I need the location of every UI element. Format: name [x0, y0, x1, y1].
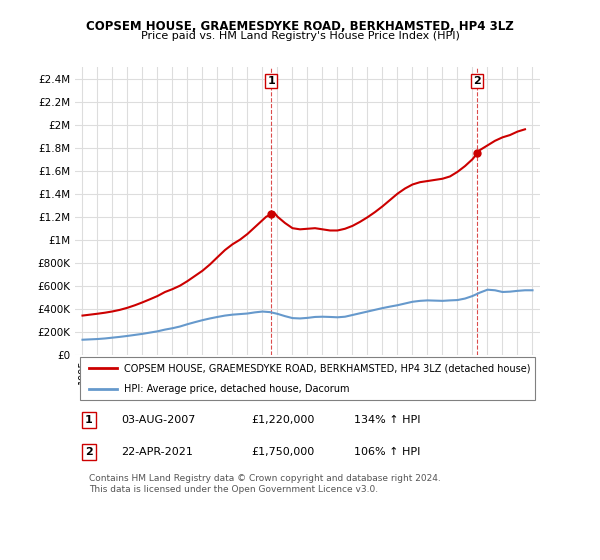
Text: Price paid vs. HM Land Registry's House Price Index (HPI): Price paid vs. HM Land Registry's House …	[140, 31, 460, 41]
Text: £1,750,000: £1,750,000	[252, 447, 315, 457]
Text: £1,220,000: £1,220,000	[252, 415, 315, 425]
Text: 22-APR-2021: 22-APR-2021	[121, 447, 193, 457]
Text: 1: 1	[268, 76, 275, 86]
Text: 2: 2	[473, 76, 481, 86]
Text: 134% ↑ HPI: 134% ↑ HPI	[354, 415, 421, 425]
Text: COPSEM HOUSE, GRAEMESDYKE ROAD, BERKHAMSTED, HP4 3LZ (detached house): COPSEM HOUSE, GRAEMESDYKE ROAD, BERKHAMS…	[124, 363, 530, 373]
Text: Contains HM Land Registry data © Crown copyright and database right 2024.
This d: Contains HM Land Registry data © Crown c…	[89, 474, 440, 493]
FancyBboxPatch shape	[80, 357, 535, 400]
Text: 2: 2	[85, 447, 93, 457]
Text: 1: 1	[85, 415, 93, 425]
Text: 106% ↑ HPI: 106% ↑ HPI	[354, 447, 421, 457]
Text: COPSEM HOUSE, GRAEMESDYKE ROAD, BERKHAMSTED, HP4 3LZ: COPSEM HOUSE, GRAEMESDYKE ROAD, BERKHAMS…	[86, 20, 514, 32]
Text: HPI: Average price, detached house, Dacorum: HPI: Average price, detached house, Daco…	[124, 384, 349, 394]
Text: 03-AUG-2007: 03-AUG-2007	[121, 415, 196, 425]
